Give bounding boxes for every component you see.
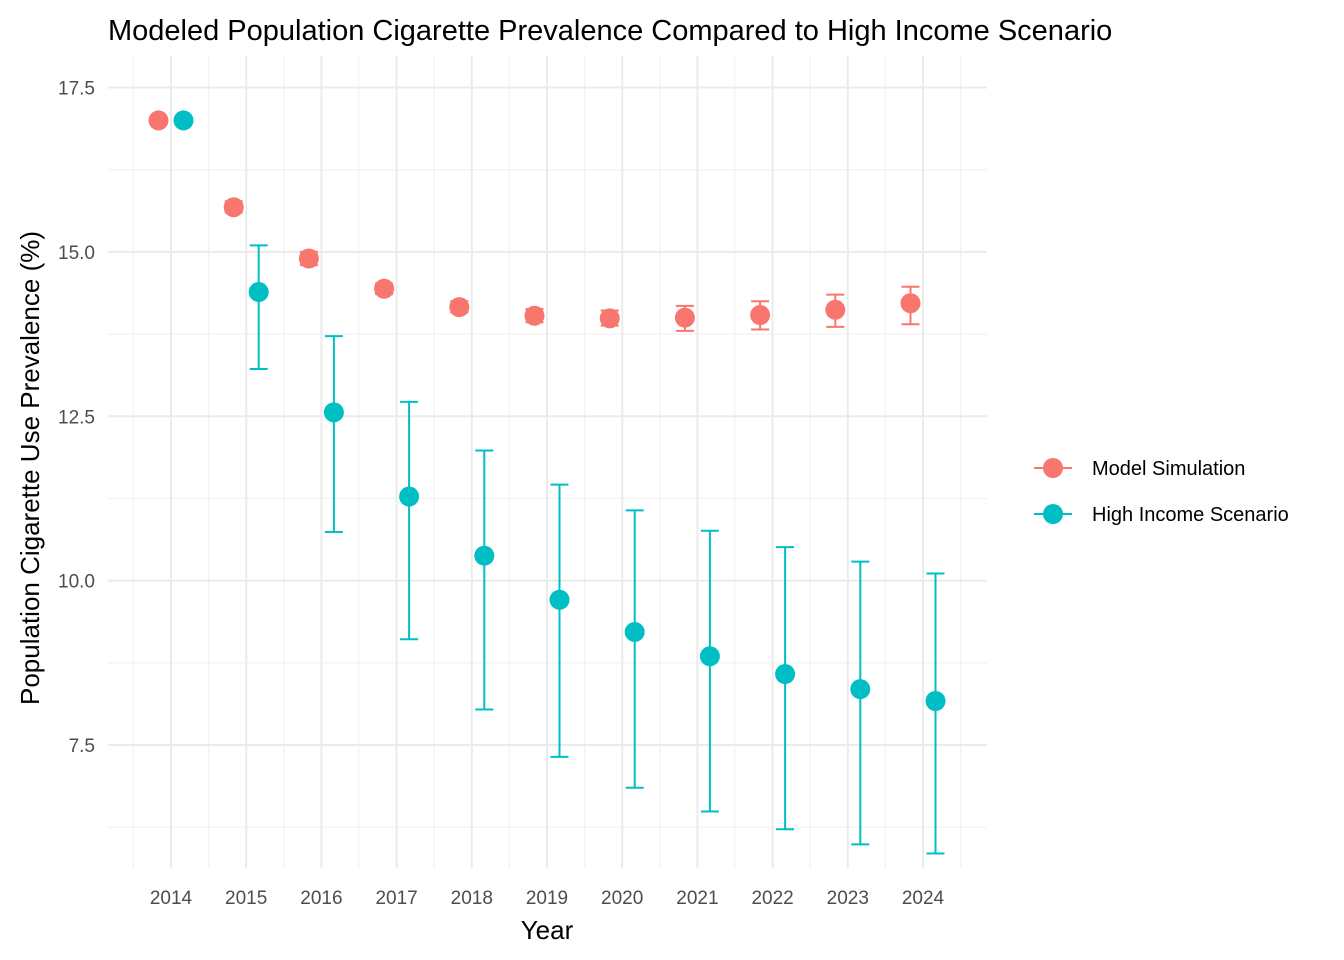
chart-title: Modeled Population Cigarette Prevalence … <box>108 15 1112 47</box>
x-tick-label: 2020 <box>601 888 643 909</box>
y-tick-label: 10.0 <box>58 572 95 593</box>
y-tick-label: 7.5 <box>69 736 95 757</box>
plot-marks <box>148 110 946 855</box>
data-point <box>298 248 319 269</box>
data-point <box>825 299 846 320</box>
data-point <box>474 545 495 566</box>
x-tick-label: 2022 <box>751 888 793 909</box>
x-tick-label: 2024 <box>902 888 945 909</box>
legend-label: High Income Scenario <box>1092 504 1289 526</box>
data-point <box>173 110 194 131</box>
data-point <box>750 305 771 326</box>
x-axis-ticks: 2014 2015 2016 2017 2018 2019 2020 2021 2022 2023… <box>150 888 945 909</box>
data-point <box>323 402 344 423</box>
legend-item: Model Simulation <box>1034 458 1245 480</box>
data-point <box>699 646 720 667</box>
x-tick-label: 2021 <box>676 888 718 909</box>
y-tick-label: 15.0 <box>58 243 95 264</box>
y-axis-ticks: 7.5 10.0 12.5 15.0 17.5 <box>58 79 95 757</box>
x-tick-label: 2014 <box>150 888 193 909</box>
data-point <box>775 664 796 685</box>
y-axis-title: Population Cigarette Use Prevalence (%) <box>15 231 45 705</box>
legend-item: High Income Scenario <box>1034 504 1289 526</box>
data-point <box>223 197 244 218</box>
x-tick-label: 2018 <box>451 888 493 909</box>
legend-key-point <box>1043 458 1063 478</box>
y-tick-label: 17.5 <box>58 79 95 100</box>
y-tick-label: 12.5 <box>58 407 95 428</box>
data-point <box>248 282 269 303</box>
data-point <box>599 308 620 329</box>
data-point <box>674 307 695 328</box>
x-tick-label: 2016 <box>300 888 342 909</box>
data-point <box>399 486 420 507</box>
data-point <box>549 589 570 610</box>
legend-label: Model Simulation <box>1092 458 1245 480</box>
x-tick-label: 2015 <box>225 888 267 909</box>
data-point <box>900 293 921 314</box>
plot-grid <box>108 56 987 868</box>
series-model-simulation <box>148 110 921 332</box>
data-point <box>524 305 545 326</box>
data-point <box>449 297 470 318</box>
data-point <box>624 621 645 642</box>
legend: Model Simulation High Income Scenario <box>1034 458 1289 526</box>
data-point <box>374 278 395 299</box>
data-point <box>850 679 871 700</box>
x-tick-label: 2019 <box>526 888 568 909</box>
legend-key-point <box>1043 504 1063 524</box>
data-point <box>148 110 169 131</box>
x-axis-title: Year <box>521 915 574 945</box>
x-tick-label: 2017 <box>375 888 417 909</box>
data-point <box>925 690 946 711</box>
series-high-income-scenario <box>173 110 946 855</box>
x-tick-label: 2023 <box>827 888 869 909</box>
